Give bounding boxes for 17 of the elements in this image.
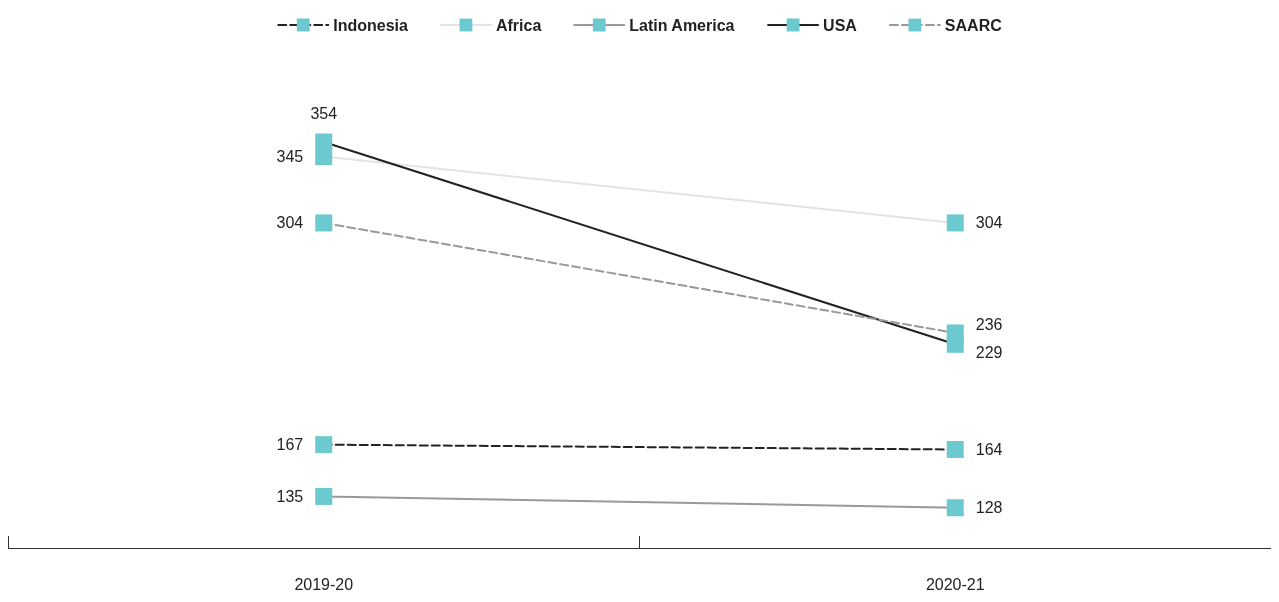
legend-label: Latin America bbox=[629, 16, 735, 34]
legend-label: Africa bbox=[495, 16, 542, 34]
legend-label: Indonesia bbox=[333, 16, 409, 34]
data-label: 304 bbox=[975, 214, 1003, 232]
data-label: 229 bbox=[975, 343, 1003, 361]
legend-label: USA bbox=[823, 16, 858, 34]
data-label: 135 bbox=[276, 487, 304, 505]
data-label: 236 bbox=[975, 316, 1003, 334]
x-tick-label: 2019-20 bbox=[294, 575, 354, 593]
x-tick-label: 2020-21 bbox=[925, 575, 985, 593]
data-label: 128 bbox=[975, 499, 1003, 517]
legend-label: SAARC bbox=[944, 16, 1003, 34]
data-label: 345 bbox=[276, 148, 304, 166]
data-label: 164 bbox=[975, 441, 1003, 458]
data-label: 304 bbox=[276, 214, 304, 232]
data-label: 354 bbox=[310, 105, 338, 122]
data-label: 167 bbox=[276, 436, 304, 454]
